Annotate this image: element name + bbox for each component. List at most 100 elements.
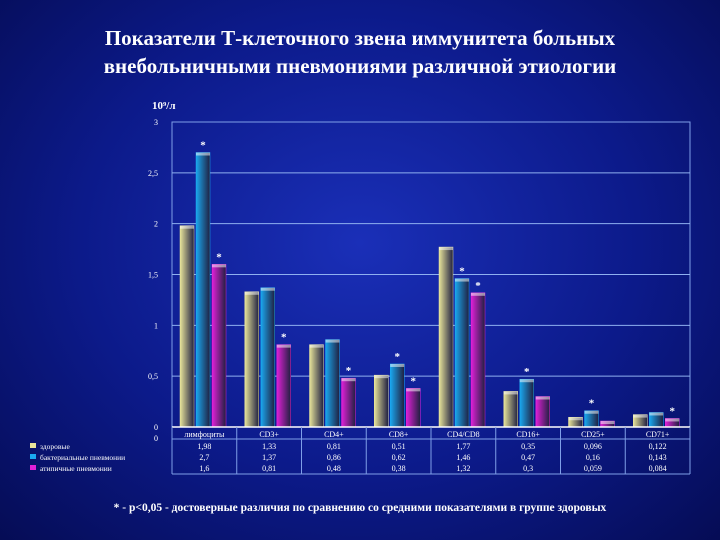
table-value: 0,81	[327, 442, 341, 451]
bar-cap	[633, 414, 648, 418]
bar-cap	[503, 391, 518, 395]
bar-1-3	[390, 363, 405, 428]
table-value: 1,37	[262, 453, 276, 462]
bar-2-2	[341, 377, 356, 428]
bar-0-1	[244, 291, 259, 428]
bar-cap	[455, 278, 469, 282]
table-value: 0,084	[649, 464, 667, 473]
y-tick-label: 3	[154, 118, 158, 127]
legend-label: здоровые	[40, 442, 70, 451]
bar-cap	[196, 152, 210, 156]
significance-marker: *	[281, 332, 287, 344]
title-line-2: внебольничными пневмониями различной эти…	[103, 54, 617, 78]
bar-2-0	[211, 264, 227, 428]
bar-cap	[519, 379, 534, 383]
category-label: CD71+	[646, 430, 670, 439]
table-value: 2,7	[199, 453, 209, 462]
chart-title: Показатели Т-клеточного звена иммунитета…	[0, 24, 720, 80]
bar-cap	[325, 339, 340, 343]
title-line-1: Показатели Т-клеточного звена иммунитета…	[104, 26, 616, 50]
bar-1-1	[260, 287, 275, 428]
bar-2-1	[276, 344, 291, 428]
significance-marker: *	[670, 405, 676, 417]
legend-swatch	[30, 454, 36, 459]
bar-0-5	[503, 391, 518, 428]
significance-marker: *	[524, 366, 530, 378]
bar-cap	[649, 412, 664, 416]
category-label: CD4/CD8	[447, 430, 479, 439]
table-value: 0,3	[523, 464, 533, 473]
y-tick-label: 2	[154, 220, 158, 229]
table-value: 0,51	[392, 442, 406, 451]
table-value: 0,38	[392, 464, 406, 473]
legend-swatch	[30, 443, 36, 448]
table-value: 0,86	[327, 453, 341, 462]
bar-cap	[535, 396, 550, 400]
bar-cap	[568, 417, 583, 421]
bar-cap	[406, 388, 421, 392]
significance-marker: *	[346, 365, 352, 377]
bar-cap	[584, 410, 599, 414]
y-tick-label: 0	[154, 423, 158, 432]
table-zero-label: 0	[154, 434, 158, 443]
table-value: 1,6	[199, 464, 209, 473]
y-tick-label: 2,5	[148, 169, 158, 178]
y-tick-label: 0,5	[148, 372, 158, 381]
table-value: 0,16	[586, 453, 600, 462]
table-value: 0,122	[649, 442, 667, 451]
bar-cap	[180, 225, 194, 229]
category-label: CD16+	[516, 430, 540, 439]
bar-1-0	[195, 152, 211, 428]
significance-marker: *	[200, 140, 206, 152]
significance-marker: *	[395, 351, 401, 363]
table-value: 0,62	[392, 453, 406, 462]
bar-2-5	[535, 396, 550, 428]
bar-0-4	[438, 246, 454, 428]
bar-2-4	[470, 292, 486, 428]
bar-cap	[212, 264, 226, 268]
bar-cap	[244, 291, 259, 295]
significance-marker: *	[475, 280, 481, 292]
bar-0-2	[309, 344, 324, 428]
y-tick-label: 1,5	[148, 271, 158, 280]
bar-cap	[276, 344, 291, 348]
bar-cap	[471, 292, 485, 296]
bar-cap	[309, 344, 324, 348]
bar-cap	[341, 378, 356, 382]
table-value: 0,48	[327, 464, 341, 473]
footnote: * - p<0,05 - достоверные различия по сра…	[113, 502, 607, 514]
table-value: 0,47	[521, 453, 535, 462]
table-value: 1,33	[262, 442, 276, 451]
bar-cap	[260, 287, 275, 291]
table-value: 0,059	[584, 464, 602, 473]
category-label: CD3+	[259, 430, 279, 439]
bar-0-0	[179, 225, 195, 428]
table-value: 1,32	[456, 464, 470, 473]
legend-swatch	[30, 465, 36, 470]
bar-1-5	[519, 378, 534, 428]
y-axis-label: 10⁹/л	[152, 100, 176, 112]
bar-0-3	[374, 374, 389, 428]
bar-1-4	[454, 278, 470, 428]
table-value: 1,77	[456, 442, 470, 451]
legend-label: атипичные пневмонии	[40, 464, 112, 473]
bar-cap	[600, 421, 615, 425]
significance-marker: *	[459, 266, 465, 278]
category-label: лимфоциты	[184, 430, 225, 439]
table-value: 0,81	[262, 464, 276, 473]
table-value: 1,46	[456, 453, 470, 462]
bar-cap	[390, 363, 405, 367]
significance-marker: *	[411, 375, 417, 387]
bar-cap	[439, 247, 453, 251]
category-label: CD25+	[581, 430, 605, 439]
category-label: CD8+	[389, 430, 409, 439]
category-label: CD4+	[324, 430, 344, 439]
significance-marker: *	[589, 398, 595, 410]
legend-label: бактериальные пневмонии	[40, 453, 125, 462]
bar-2-3	[406, 388, 421, 428]
bar-cap	[665, 418, 680, 422]
table-value: 0,143	[649, 453, 667, 462]
table-value: 0,096	[584, 442, 602, 451]
significance-marker: *	[216, 251, 222, 263]
